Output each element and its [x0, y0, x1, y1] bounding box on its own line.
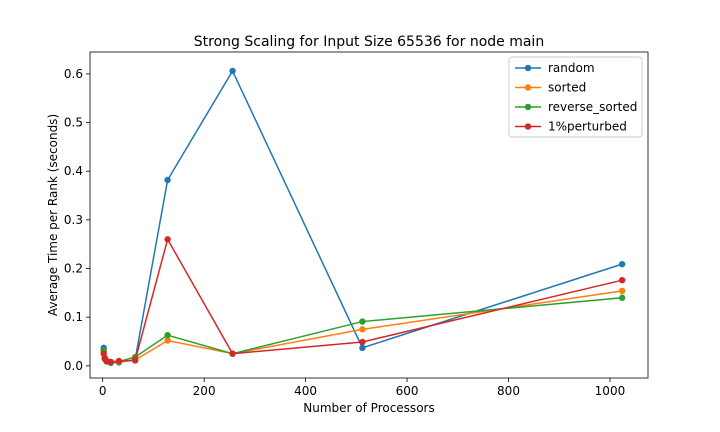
- data-point: [359, 338, 366, 346]
- data-point: [164, 236, 171, 243]
- legend-label: random: [548, 61, 595, 75]
- data-point: [229, 67, 236, 75]
- y-tick-label: 0.2: [64, 262, 83, 276]
- x-tick-label: 400: [294, 384, 317, 398]
- legend-marker: [524, 64, 532, 72]
- y-tick-label: 0.6: [64, 67, 83, 81]
- x-tick-label: 200: [193, 384, 216, 398]
- x-tick-label: 600: [396, 384, 419, 398]
- y-axis-label: Average Time per Rank (seconds): [46, 114, 60, 316]
- y-tick-label: 0.1: [64, 310, 83, 324]
- legend-label: sorted: [548, 81, 586, 95]
- x-tick-label: 1000: [595, 384, 626, 398]
- legend-marker: [524, 103, 532, 111]
- data-point: [618, 260, 626, 268]
- data-point: [359, 318, 366, 325]
- x-axis-label: Number of Processors: [303, 401, 434, 415]
- x-tick-label: 800: [497, 384, 520, 398]
- legend-marker: [524, 84, 532, 91]
- data-point: [359, 344, 366, 352]
- data-point: [229, 350, 236, 357]
- x-tick-label: 0: [99, 384, 107, 398]
- data-point: [359, 326, 366, 333]
- y-tick-label: 0.5: [64, 116, 83, 130]
- y-tick-label: 0.3: [64, 213, 83, 227]
- legend-box: [508, 56, 643, 138]
- legend: random sorted reverse_sorted 1%perturbed: [508, 56, 643, 138]
- legend-label: reverse_sorted: [548, 100, 637, 114]
- data-point: [618, 294, 626, 301]
- legend-marker: [524, 123, 532, 130]
- legend-label: 1%perturbed: [548, 120, 627, 134]
- data-point: [107, 358, 114, 366]
- axes-frame: [89, 51, 649, 379]
- y-tick-label: 0.4: [64, 164, 83, 178]
- data-point: [164, 176, 171, 184]
- plot-area: 0 200 400 600 800 1000 0.0 0.1 0.2 0.3 0.4 0.5 0.6: [64, 51, 649, 398]
- chart-title: Strong Scaling for Input Size 65536 for …: [194, 34, 544, 50]
- y-tick-label: 0.0: [64, 359, 83, 373]
- data-point: [618, 287, 626, 295]
- data-point: [164, 331, 171, 339]
- data-point: [131, 357, 139, 364]
- data-point: [164, 337, 171, 344]
- data-point: [618, 277, 626, 284]
- data-point: [115, 357, 123, 365]
